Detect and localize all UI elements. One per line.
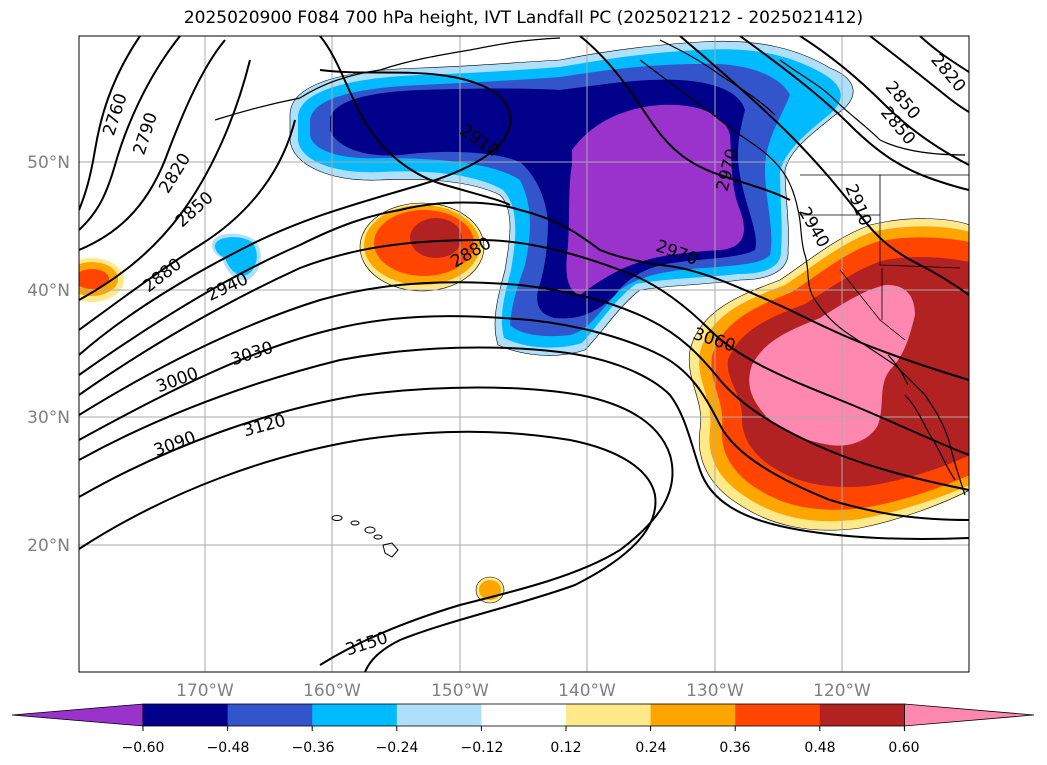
lon-label: 130°W [686,681,744,701]
colorbar-cell [650,704,736,726]
lat-label: 30°N [27,408,70,428]
lon-label: 160°W [303,681,361,701]
colorbar-tick-label: 0.60 [888,740,919,756]
colorbar-tick-label: −0.12 [461,740,504,756]
lon-label: 170°W [176,681,234,701]
colorbar-tick-label: 0.48 [804,740,835,756]
colorbar-cell [143,704,229,726]
colorbar-cell [396,704,482,726]
colorbar-cell [227,704,313,726]
colorbar-tick-label: −0.60 [122,740,165,756]
colorbar-cell [819,704,905,726]
colorbar-ticks [142,726,905,731]
lat-label: 20°N [27,536,70,556]
positive-anomaly-west-edge [79,258,124,302]
height-contours [79,36,969,672]
map-title: 2025020900 F084 700 hPa height, IVT Land… [183,8,864,28]
colorbar-tick-label: 0.24 [635,740,666,756]
colorbar-cell [566,704,652,726]
colorbar-cell [735,704,821,726]
colorbar-cells [11,703,1035,727]
colorbar-extend-right [904,703,1035,727]
colorbar-frame [142,703,905,727]
lat-label: 40°N [27,281,70,301]
lon-label: 150°W [431,681,489,701]
colorbar-cell [481,704,567,726]
hawaii-islands [331,515,399,558]
anomaly-outlines [289,40,969,604]
colorbar-labels: −0.60 −0.48 −0.36 −0.24 −0.12 0.12 0.24 … [122,740,920,756]
latitude-labels: 50°N 40°N 30°N 20°N [27,153,70,556]
colorbar-tick-label: −0.48 [207,740,250,756]
colorbar-tick-label: −0.24 [376,740,419,756]
map-frame [78,35,970,673]
colorbar-tick-label: 0.36 [719,740,750,756]
colorbar-tick-label: 0.12 [550,740,581,756]
positive-anomaly-north-pacific [360,203,484,291]
map-panel: 2760 2790 2820 2850 2880 2880 2910 2910 … [79,36,969,672]
gridlines [79,36,969,672]
lat-label: 50°N [27,153,70,173]
longitude-labels: 170°W 160°W 150°W 140°W 130°W 120°W [176,681,871,701]
colorbar-tick-label: −0.36 [292,740,335,756]
colorbar-cell [312,704,398,726]
colorbar: −0.60 −0.48 −0.36 −0.24 −0.12 0.12 0.24 … [11,703,1035,756]
coastlines [214,37,966,496]
colorbar-extend-left [11,703,144,727]
lon-label: 140°W [558,681,616,701]
lon-label: 120°W [813,681,871,701]
